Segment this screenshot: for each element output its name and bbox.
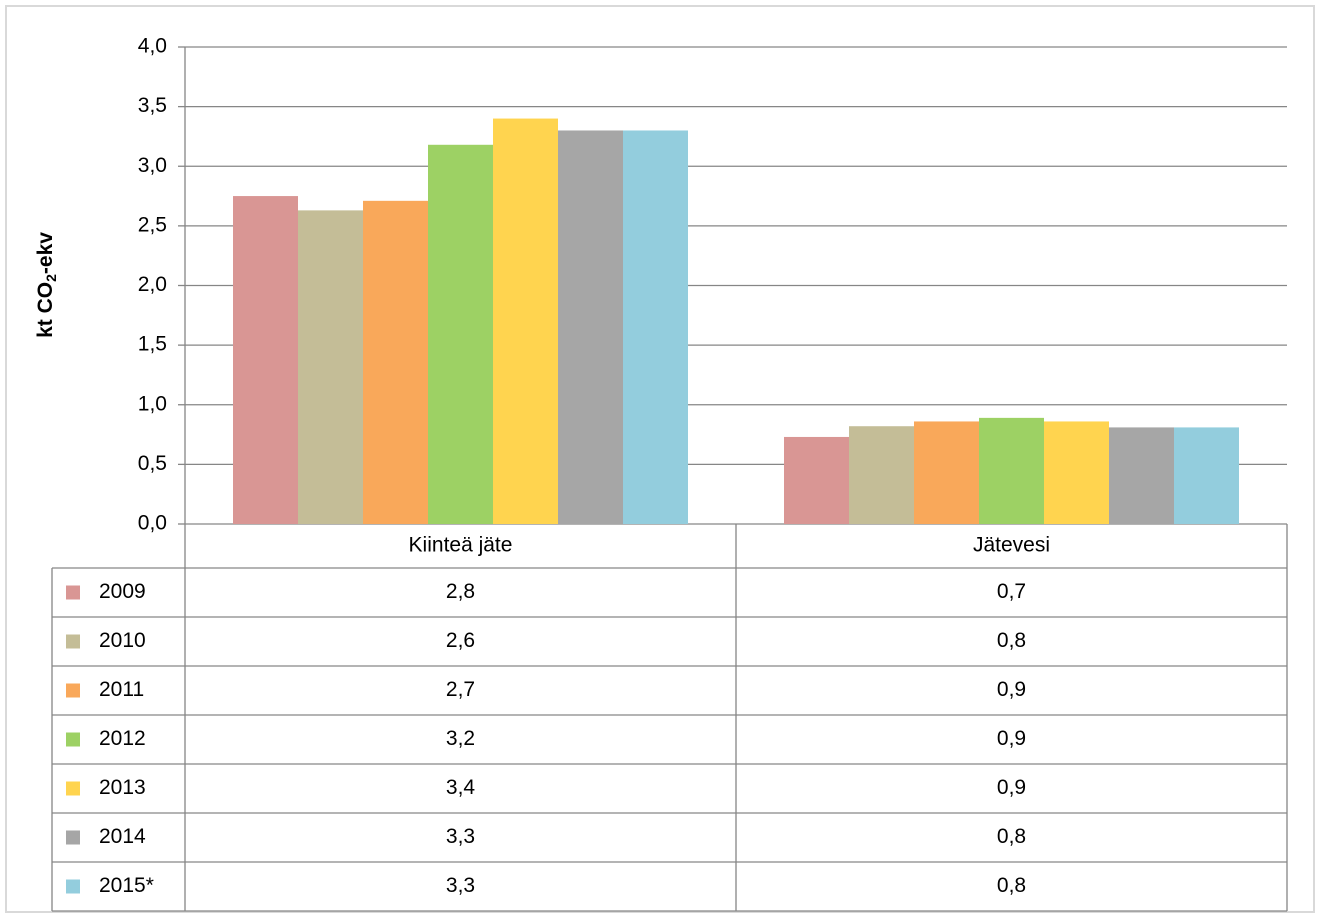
y-tick-label: 1,5	[138, 333, 167, 356]
legend-label: 2010	[99, 629, 146, 652]
legend-swatch	[66, 683, 80, 698]
table-value: 2,7	[446, 678, 475, 701]
table-value: 3,3	[446, 874, 475, 897]
bar	[623, 130, 688, 524]
bar	[784, 436, 849, 524]
bar	[493, 118, 558, 525]
y-label-part: kt CO	[34, 282, 57, 338]
bar	[849, 426, 914, 524]
bar	[233, 196, 298, 524]
y-tick-label: 2,0	[138, 273, 167, 296]
table-value: 0,9	[997, 678, 1026, 701]
legend-label: 2012	[99, 727, 146, 750]
table-value: 3,3	[446, 825, 475, 848]
table-value: 2,6	[446, 629, 475, 652]
bar	[1044, 421, 1109, 524]
table-value: 0,8	[997, 825, 1026, 848]
y-tick-label: 0,5	[138, 452, 167, 475]
legend-label: 2014	[99, 825, 146, 848]
legend-swatch	[66, 879, 80, 894]
y-tick-label: 3,5	[138, 94, 167, 117]
bar	[298, 210, 363, 524]
legend-swatch	[66, 732, 80, 747]
legend-label: 2009	[99, 580, 146, 603]
y-tick-label: 1,0	[138, 392, 167, 415]
legend-swatch	[66, 830, 80, 845]
bar	[1174, 427, 1239, 524]
table-value: 0,7	[997, 580, 1026, 603]
legend-swatch	[66, 634, 80, 649]
legend-label: 2015*	[99, 874, 154, 897]
table-value: 0,9	[997, 776, 1026, 799]
table-value: 2,8	[446, 580, 475, 603]
y-label-part: -ekv	[34, 232, 57, 274]
y-tick-label: 4,0	[138, 35, 167, 58]
legend-label: 2011	[99, 678, 144, 701]
table-header: Jätevesi	[973, 534, 1050, 557]
bar	[914, 421, 979, 524]
y-tick-label: 0,0	[138, 512, 167, 535]
bar	[363, 200, 428, 524]
bar	[1109, 427, 1174, 524]
table-value: 3,4	[446, 776, 476, 799]
bar	[428, 144, 493, 524]
table-value: 3,2	[446, 727, 475, 750]
y-tick-label: 2,5	[138, 213, 167, 236]
legend-swatch	[66, 585, 80, 600]
y-label-subscript: 2	[43, 274, 59, 282]
table-header: Kiinteä jäte	[409, 534, 513, 557]
y-tick-label: 3,0	[138, 154, 167, 177]
bar	[558, 130, 623, 524]
legend-label: 2013	[99, 776, 146, 799]
table-value: 0,8	[997, 629, 1026, 652]
table-value: 0,9	[997, 727, 1026, 750]
legend-swatch	[66, 781, 80, 796]
bar	[979, 417, 1044, 524]
y-axis-label: kt CO2-ekv	[34, 232, 59, 338]
table-value: 0,8	[997, 874, 1026, 897]
